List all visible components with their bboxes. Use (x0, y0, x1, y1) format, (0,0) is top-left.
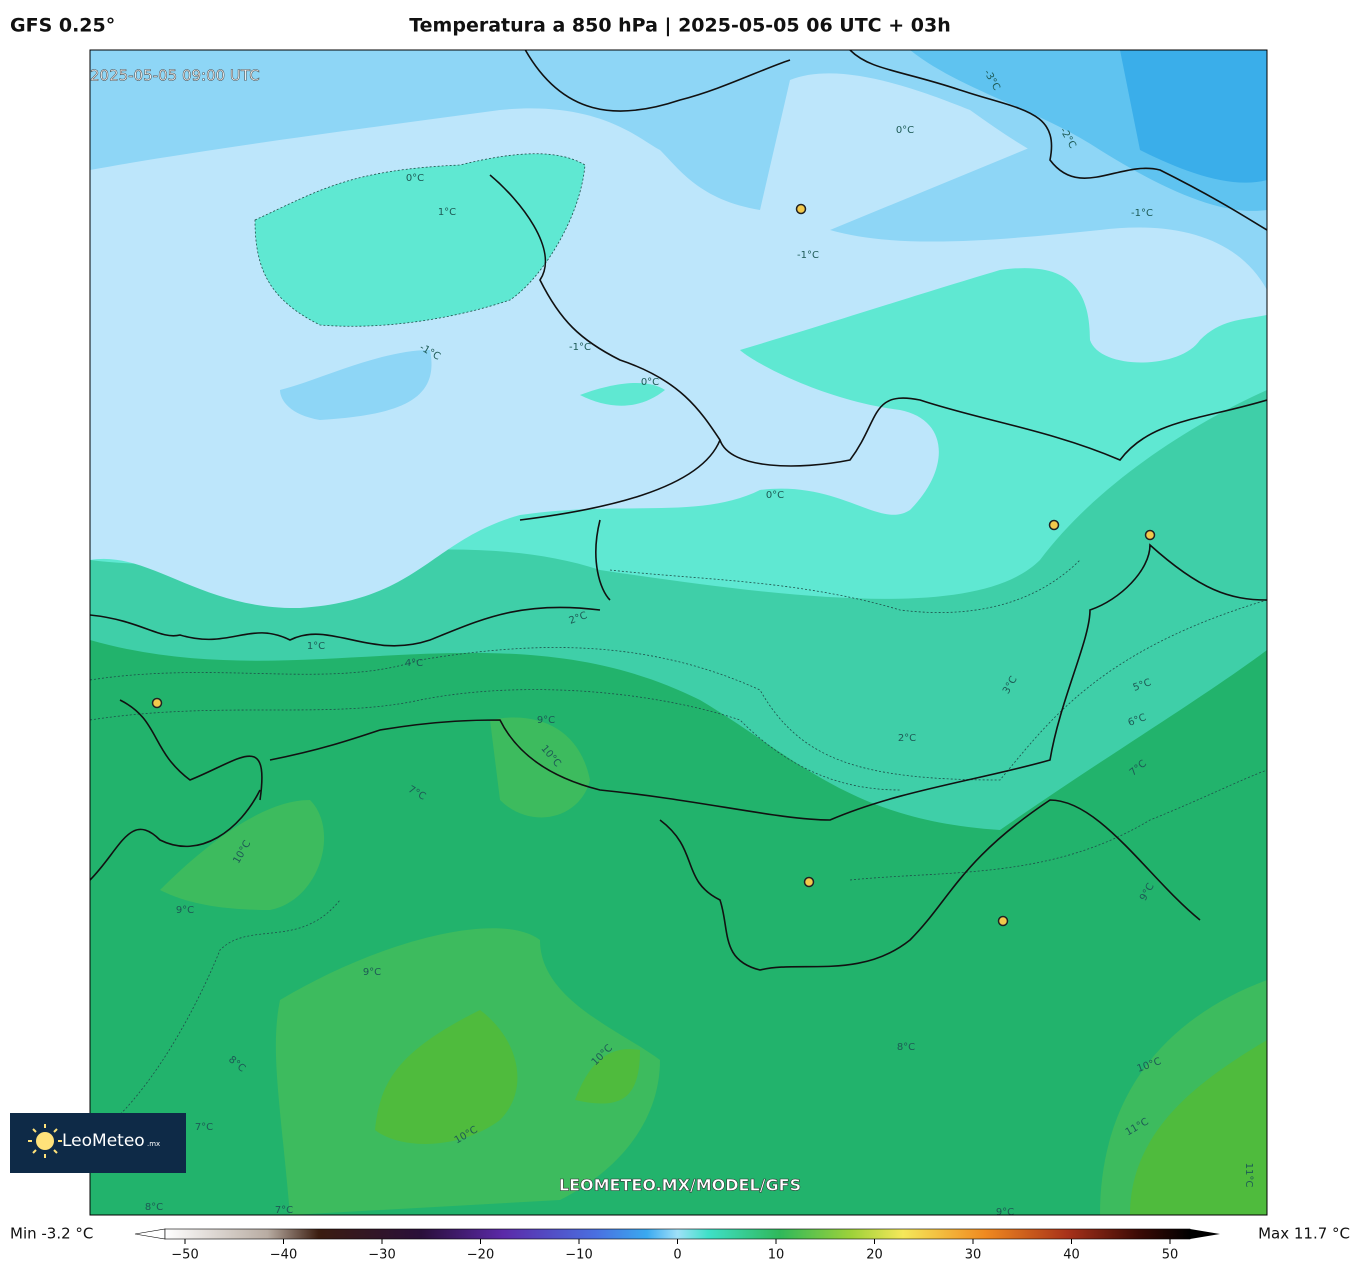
contour-label: 8°C (897, 1042, 915, 1053)
city-marker (997, 915, 1009, 927)
field-patch (254, 153, 586, 327)
colorbar-ticks: −50 −40 −30 −20 −10 0 10 20 30 40 50 (171, 1239, 1178, 1263)
logo-rays (28, 1124, 62, 1158)
contour-label: 7°C (275, 1205, 293, 1216)
contour-label: 9°C (176, 905, 194, 916)
city-marker (1048, 519, 1060, 531)
contour-label: 2°C (898, 733, 916, 744)
contour-label: 0°C (896, 125, 914, 136)
contour-label: 9°C (996, 1207, 1014, 1218)
contour-label: 7°C (195, 1122, 213, 1133)
contour-label: 8°C (145, 1202, 163, 1213)
city-marker (151, 697, 163, 709)
contour (609, 559, 1081, 613)
logo-name: LeoMeteo (62, 1131, 145, 1151)
contour (90, 689, 901, 791)
contour-label: -1°C (1131, 208, 1153, 219)
colorbar-max-arrow (1190, 1229, 1220, 1239)
map-area: 0°C1°C-1°C -1°C0°C0°C-1°C-1°C-2°C-3°C0°C2… (90, 50, 1267, 1218)
colorbar-min-arrow (134, 1228, 166, 1240)
contour-label: 1°C (307, 641, 325, 652)
colorbar-tick-label: −40 (270, 1248, 297, 1263)
logo-sun (36, 1132, 54, 1150)
map-frame (89, 49, 1268, 1216)
colorbar-tick-label: −20 (467, 1248, 494, 1263)
city-marker (803, 876, 815, 888)
colorbar-tick-label: 10 (768, 1248, 785, 1263)
colorbar-tick-label: 40 (1063, 1248, 1080, 1263)
logo-suffix: .mx (147, 1140, 160, 1148)
contour-label: 0°C (641, 377, 659, 388)
contour-label: -1°C (569, 342, 591, 353)
border (90, 50, 1267, 971)
contour-label: 4°C (405, 658, 423, 669)
contour-label: 11°C (1243, 1163, 1254, 1188)
colorbar-tick-label: −30 (368, 1248, 395, 1263)
contour (90, 599, 1267, 781)
colorbar (164, 1228, 1191, 1240)
contour-label: 1°C (438, 207, 456, 218)
contour-label: 9°C (537, 715, 555, 726)
contour-label: 0°C (406, 173, 424, 184)
contour-label: 9°C (363, 967, 381, 978)
min-label: Min -3.2 °C (10, 1225, 93, 1243)
max-label: Max 11.7 °C (1258, 1225, 1350, 1243)
colorbar-tick-label: 50 (1162, 1248, 1179, 1263)
colorbar-tick-label: 20 (866, 1248, 883, 1263)
field-deep-blue (1120, 50, 1267, 183)
model-name: GFS 0.25° (10, 15, 115, 37)
city-marker (795, 203, 807, 215)
cities (151, 203, 1156, 927)
contour-label: -1°C (797, 250, 819, 261)
map-title: Temperatura a 850 hPa | 2025-05-05 06 UT… (409, 15, 951, 37)
colorbar-tick-label: −10 (565, 1248, 592, 1263)
colorbar-tick-label: −50 (171, 1248, 198, 1263)
contour (90, 899, 341, 1141)
field-patch (580, 383, 665, 406)
contour-label: 0°C (766, 490, 784, 501)
city-marker (1144, 529, 1156, 541)
field-warmer (375, 1010, 1267, 1215)
watermark: LEOMETEO.MX/MODEL/GFS (559, 1176, 801, 1195)
colorbar-tick-label: 30 (965, 1248, 982, 1263)
contour (849, 769, 1267, 881)
field-sky (90, 50, 1267, 290)
valid-time: 2025-05-05 09:00 UTC (90, 67, 260, 85)
field-patch (280, 350, 432, 420)
colorbar-tick-label: 0 (673, 1248, 681, 1263)
